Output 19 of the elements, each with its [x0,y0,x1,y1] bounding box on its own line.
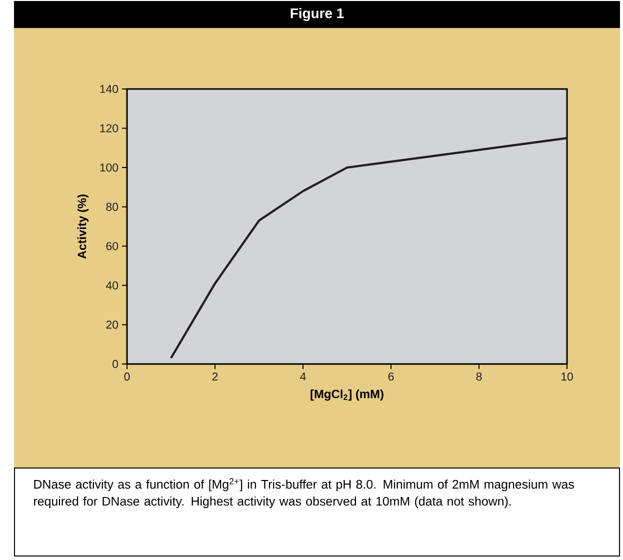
x-tick-label: 2 [212,372,218,381]
x-tick-label: 10 [562,372,573,381]
y-tick-label: 20 [106,320,118,329]
x-tick-label: 8 [476,372,482,381]
y-tick-label: 0 [112,360,118,368]
y-tick-label: 120 [100,124,118,132]
chart-title: Figure 1 [290,8,344,22]
y-tick-label: 140 [100,84,118,94]
x-tick-label: 6 [388,372,394,381]
line-series [170,136,568,360]
y-tick-label: 60 [106,242,118,250]
y-tick-label: 80 [106,202,118,211]
y-tick-label: 100 [100,164,118,172]
x-tick-label: 4 [300,372,306,380]
y-tick-label: 40 [106,281,118,290]
x-axis-title: [MgCl$_{2}$] (mM) [310,389,384,401]
y-axis-title: Activity (%) [77,194,89,259]
text: DNase activity as a function of [Mg$^{2+}$] in Tris-buffer at pH 8.0. Minimum of 2mM magnesium was required for DNase activity. Highest activity was observed at 10mM (data not shown). [34,478,574,508]
x-tick-label: 0 [124,372,130,381]
